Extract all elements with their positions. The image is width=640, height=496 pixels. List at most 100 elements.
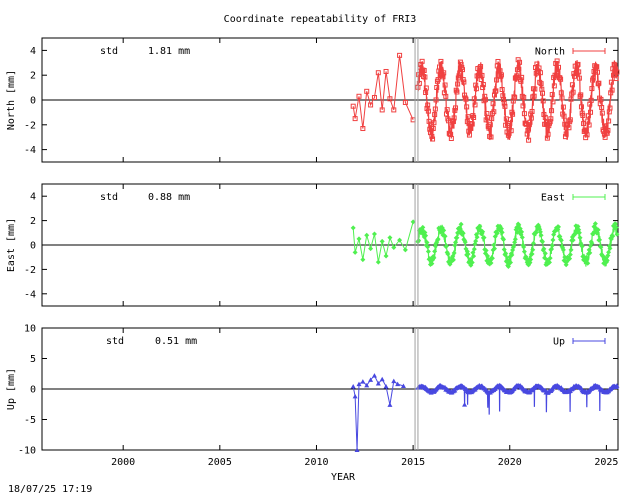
data-point <box>573 70 579 76</box>
data-point <box>488 134 494 140</box>
data-point <box>576 230 582 236</box>
data-point <box>545 131 551 137</box>
data-point <box>481 235 487 241</box>
data-point <box>480 82 486 88</box>
data-point <box>610 233 616 239</box>
data-point <box>542 255 548 261</box>
data-point <box>462 402 468 407</box>
data-point <box>492 88 498 94</box>
data-point <box>562 134 568 140</box>
data-point <box>519 74 525 80</box>
data-point <box>465 251 471 257</box>
legend-entry: North <box>535 47 565 58</box>
data-point <box>538 232 544 238</box>
data-point <box>501 237 507 243</box>
data-point <box>474 234 480 240</box>
std-label: std <box>100 46 118 57</box>
data-point <box>550 99 556 105</box>
data-point <box>472 102 478 108</box>
data-point <box>352 249 358 255</box>
data-point <box>498 72 504 78</box>
data-point <box>424 240 430 246</box>
data-point <box>461 79 467 85</box>
data-point <box>609 87 615 93</box>
data-point <box>541 111 547 117</box>
data-point <box>429 261 435 267</box>
x-tick-label: 2005 <box>208 457 232 468</box>
data-point <box>387 235 393 241</box>
data-point <box>352 116 358 122</box>
data-point <box>613 224 619 230</box>
data-point <box>521 94 527 100</box>
data-point <box>360 126 366 132</box>
data-point <box>540 239 546 245</box>
data-point <box>456 73 462 79</box>
data-point <box>514 67 520 73</box>
data-point <box>540 90 546 96</box>
data-point <box>421 67 427 73</box>
data-point <box>391 107 397 113</box>
data-point <box>368 377 374 382</box>
data-point <box>491 242 497 248</box>
data-point <box>495 58 501 64</box>
data-point <box>356 236 362 242</box>
data-point <box>512 236 518 242</box>
timestamp: 18/07/25 17:19 <box>8 484 93 495</box>
data-point <box>354 447 360 452</box>
data-point <box>437 64 443 70</box>
data-point <box>558 237 564 243</box>
data-point <box>512 95 518 101</box>
data-point <box>395 381 401 387</box>
data-point <box>546 259 552 265</box>
y-tick-label: -4 <box>24 145 36 156</box>
x-tick-label: 2000 <box>111 457 135 468</box>
data-point <box>425 248 431 254</box>
data-point <box>476 70 482 76</box>
data-point <box>556 64 562 70</box>
data-point <box>460 230 466 236</box>
data-point <box>379 238 385 244</box>
data-point <box>454 235 460 241</box>
series-line <box>352 55 414 129</box>
data-point <box>555 69 561 75</box>
data-point <box>501 100 507 106</box>
data-point <box>541 246 547 252</box>
data-point <box>560 104 566 110</box>
data-point <box>364 88 370 94</box>
legend-entry: East <box>541 193 565 204</box>
data-point <box>379 107 385 113</box>
data-point <box>375 70 381 76</box>
data-point <box>360 257 366 263</box>
data-point <box>586 122 592 128</box>
data-point <box>537 229 543 235</box>
data-point <box>477 65 483 71</box>
data-point <box>583 135 589 141</box>
data-point <box>499 87 505 93</box>
data-point <box>521 111 527 117</box>
data-point <box>551 83 557 89</box>
data-point <box>434 85 440 91</box>
data-point <box>371 95 377 101</box>
data-point <box>511 94 517 100</box>
data-point <box>356 93 362 99</box>
data-point <box>438 58 444 64</box>
data-point <box>427 126 433 132</box>
data-point <box>502 103 508 109</box>
data-point <box>592 221 598 227</box>
data-point <box>498 73 504 79</box>
data-point <box>454 89 460 95</box>
std-value: 0.51 mm <box>155 336 197 347</box>
data-point <box>598 244 604 250</box>
data-point <box>421 73 427 79</box>
data-point <box>606 118 612 124</box>
data-point <box>471 114 477 120</box>
std-value: 1.81 mm <box>148 46 190 57</box>
data-point <box>425 244 431 250</box>
y-tick-label: 0 <box>30 241 36 252</box>
data-point <box>383 68 389 74</box>
data-point <box>577 235 583 241</box>
data-point <box>462 95 468 101</box>
x-tick-label: 2010 <box>304 457 328 468</box>
data-point <box>548 116 554 122</box>
data-point <box>519 234 525 240</box>
